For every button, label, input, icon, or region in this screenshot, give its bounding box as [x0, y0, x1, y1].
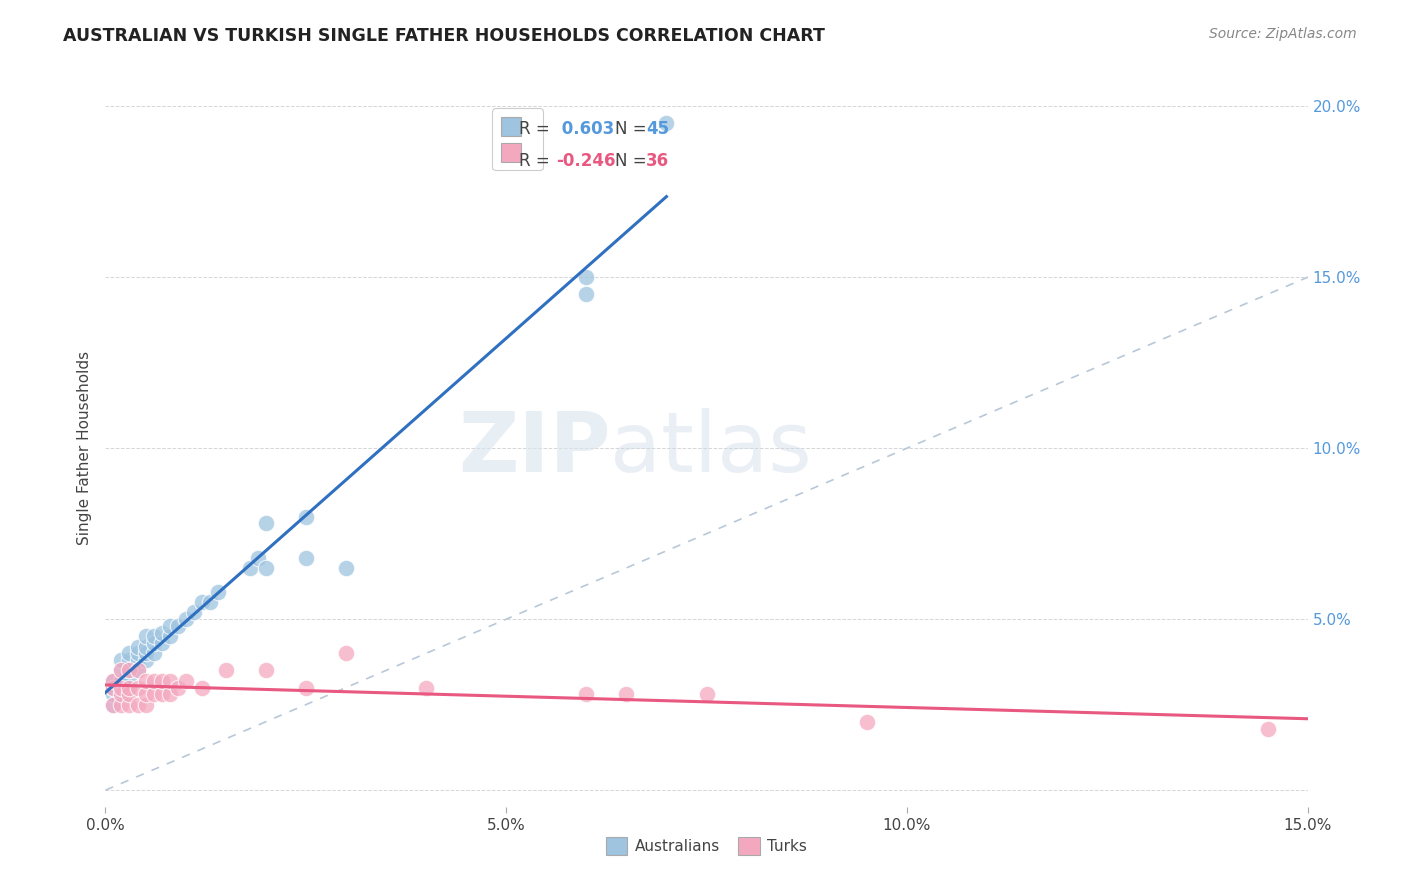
Point [142, 629, 165, 643]
Point [118, 670, 141, 684]
Point [110, 687, 132, 701]
Text: 0.603: 0.603 [555, 120, 614, 137]
Point [159, 687, 181, 701]
Point [118, 664, 141, 678]
Text: N =: N = [614, 152, 652, 170]
Point [103, 681, 125, 695]
Point [166, 619, 188, 633]
Point [135, 673, 157, 688]
Point [127, 664, 149, 678]
Text: -0.246: -0.246 [555, 152, 616, 170]
Point [135, 629, 157, 643]
Text: N =: N = [614, 120, 652, 137]
Point [142, 673, 165, 688]
Text: 36: 36 [645, 152, 669, 170]
Point [254, 516, 277, 531]
Point [415, 681, 437, 695]
Point [183, 606, 205, 620]
Text: ZIP: ZIP [458, 408, 610, 489]
Point [103, 698, 125, 712]
Point [159, 619, 181, 633]
Point [135, 698, 157, 712]
Point [575, 287, 598, 301]
Text: atlas: atlas [610, 408, 813, 489]
Point [335, 561, 357, 575]
Legend: Australians, Turks: Australians, Turks [599, 830, 814, 861]
Point [295, 681, 318, 695]
Point [127, 698, 149, 712]
Point [575, 270, 598, 285]
Point [103, 673, 125, 688]
Point [150, 687, 173, 701]
Point [190, 595, 212, 609]
Point [127, 664, 149, 678]
Point [1257, 722, 1279, 736]
Point [127, 681, 149, 695]
Point [110, 673, 132, 688]
Point [239, 561, 262, 575]
Point [103, 698, 125, 712]
Text: R =: R = [519, 152, 555, 170]
Point [159, 629, 181, 643]
Point [198, 595, 221, 609]
Point [127, 646, 149, 660]
Point [118, 687, 141, 701]
Point [142, 636, 165, 650]
Point [335, 646, 357, 660]
Point [246, 550, 269, 565]
Point [295, 509, 318, 524]
Point [110, 664, 132, 678]
Point [207, 585, 229, 599]
Point [103, 687, 125, 701]
Point [142, 646, 165, 660]
Point [103, 673, 125, 688]
Point [150, 673, 173, 688]
Point [135, 640, 157, 654]
Point [855, 714, 877, 729]
Point [214, 664, 236, 678]
Point [174, 673, 197, 688]
Point [110, 681, 132, 695]
Point [575, 687, 598, 701]
Point [110, 653, 132, 667]
Point [135, 653, 157, 667]
Point [696, 687, 718, 701]
Point [127, 653, 149, 667]
Point [254, 561, 277, 575]
Point [110, 664, 132, 678]
Y-axis label: Single Father Households: Single Father Households [77, 351, 93, 545]
Point [616, 687, 638, 701]
Point [118, 681, 141, 695]
Text: R =: R = [519, 120, 555, 137]
Point [150, 626, 173, 640]
Point [655, 116, 678, 130]
Text: 45: 45 [645, 120, 669, 137]
Text: Source: ZipAtlas.com: Source: ZipAtlas.com [1209, 27, 1357, 41]
Point [110, 681, 132, 695]
Point [118, 664, 141, 678]
Point [174, 612, 197, 626]
Point [118, 653, 141, 667]
Point [142, 687, 165, 701]
Point [159, 673, 181, 688]
Point [150, 636, 173, 650]
Point [135, 646, 157, 660]
Point [135, 687, 157, 701]
Point [118, 681, 141, 695]
Point [166, 681, 188, 695]
Point [118, 698, 141, 712]
Point [110, 698, 132, 712]
Point [110, 687, 132, 701]
Text: AUSTRALIAN VS TURKISH SINGLE FATHER HOUSEHOLDS CORRELATION CHART: AUSTRALIAN VS TURKISH SINGLE FATHER HOUS… [63, 27, 825, 45]
Point [127, 640, 149, 654]
Point [118, 646, 141, 660]
Point [190, 681, 212, 695]
Point [254, 664, 277, 678]
Point [295, 550, 318, 565]
Point [103, 681, 125, 695]
